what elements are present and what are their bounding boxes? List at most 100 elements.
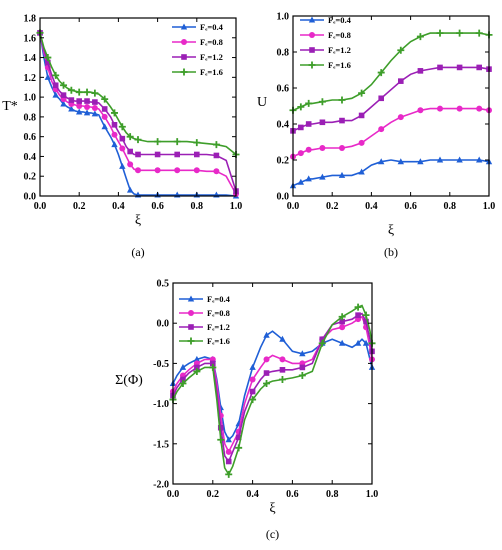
data-point [119,145,126,152]
data-point [339,318,345,325]
data-point [298,124,304,131]
series-4 [169,303,376,478]
data-point [52,82,59,89]
data-point [111,131,118,138]
data-point [456,64,463,71]
data-point [339,145,345,151]
data-point [135,151,141,158]
data-point [91,89,99,97]
legend-marker [181,54,187,60]
x-tick-label: 0.2 [326,201,339,212]
data-point [263,380,271,387]
data-point [126,186,134,193]
data-point [417,107,424,114]
data-point [249,363,256,370]
data-point [84,98,90,104]
data-point [68,97,75,103]
data-point [60,81,68,89]
data-point [299,364,306,371]
data-point [338,313,346,321]
y-tick-label: 1.6 [24,33,37,44]
legend-marker [187,337,195,345]
data-point [456,156,463,163]
data-point [338,339,346,346]
data-point [101,106,108,112]
data-point [213,152,220,159]
data-point [60,100,67,107]
data-point [476,64,482,71]
data-point [60,92,67,98]
data-point [210,360,216,367]
legend: Fₑ=0.4 Fₑ=0.8 Fₑ=1.2 Fₑ=1.6 [179,294,231,346]
data-point [299,350,306,357]
x-tick-label: 0.2 [73,201,86,212]
data-point [263,331,270,338]
data-point [263,370,270,376]
data-point [397,46,405,54]
legend-label: Fₑ=0.8 [207,308,230,318]
legend-marker [308,16,316,23]
data-point [212,141,220,149]
legend-label: Fₑ=1.2 [207,322,230,332]
panel-label: (a) [131,245,144,259]
data-point [358,112,365,119]
panel-label: (c) [266,527,279,541]
legend: Fₑ=0.4 Fₑ=0.8 Fₑ=1.2 Fₑ=1.6 [172,22,224,77]
data-point [135,167,141,174]
y-tick-label: 1.4 [24,53,37,64]
data-point [180,376,186,383]
y-tick-label: -1.5 [153,439,169,450]
x-tick-label: 0.8 [191,201,204,212]
y-tick-label: 0.2 [277,156,290,167]
chart-panel-1: 0.0 0.2 0.4 0.6 0.8 1.0 0.0 0.2 0.4 0.6 0.8 1.0 1.2 1… [2,14,242,260]
data-point [154,167,161,174]
data-point [68,105,75,112]
data-point [318,339,326,347]
data-point [127,148,133,155]
data-point [436,156,444,163]
data-point [249,388,256,395]
chart-panel-3: 0.0 0.2 0.4 0.6 0.8 1.0 -2.0 -1.5 -1.0 -0.5 0.0 0.5… [115,279,378,542]
data-point [362,339,370,346]
data-point [305,175,312,182]
legend-marker [181,39,187,45]
data-point [319,336,326,343]
data-point [217,436,225,444]
series-2 [37,29,239,198]
x-tick-label: 1.0 [366,489,379,500]
legend-label: Fₑ=1.6 [207,336,230,346]
y-tick-label: 0.0 [157,319,170,330]
y-tick-label: 0.8 [277,48,290,59]
data-point [358,89,366,97]
data-point [417,158,424,165]
data-point [52,71,60,79]
data-point [297,150,304,157]
series-line [172,330,373,442]
series-4 [289,29,493,114]
data-point [225,470,233,478]
y-axis-label: T* [2,99,18,114]
x-tick-label: 0.0 [287,201,300,212]
series-line [292,159,490,187]
x-tick-label: 1.0 [483,201,496,212]
data-point [44,54,52,62]
data-point [249,376,256,383]
data-point [377,69,385,77]
legend-marker [188,324,194,330]
data-point [398,78,404,84]
data-point [179,380,187,387]
y-tick-label: 1.0 [24,93,37,104]
data-point [235,434,242,441]
x-tick-label: 0.0 [34,201,47,212]
data-point [101,113,108,120]
data-point [378,126,385,133]
y-tick-label: 1.0 [277,12,290,23]
x-tick-label: 0.4 [246,489,259,500]
data-point [127,161,134,168]
data-point [173,138,181,146]
data-point [174,151,180,158]
data-point [111,122,118,128]
data-point [397,114,404,121]
plot-frame [39,17,237,197]
data-point [75,88,83,96]
